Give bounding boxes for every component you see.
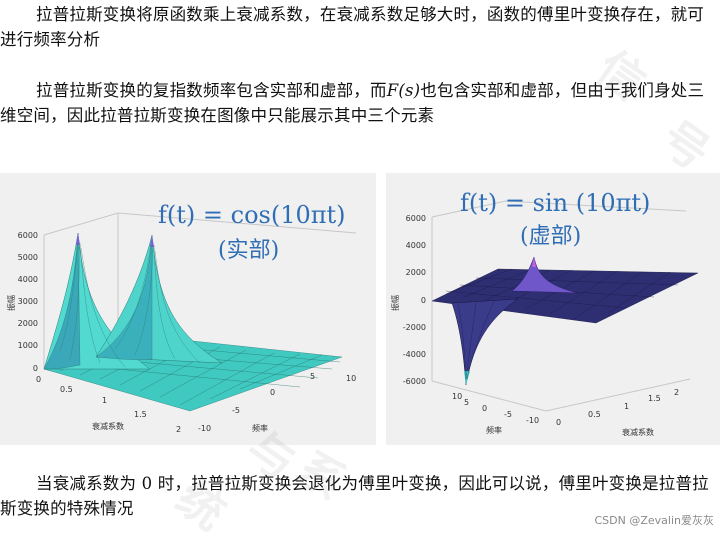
real-part-surface-plot: 6000 5000 4000 3000 2000 1000 0 振幅 0 0.5… <box>6 201 356 434</box>
y-tick: -5 <box>504 410 512 419</box>
z-tick: 1000 <box>18 341 38 350</box>
x-tick: 1 <box>102 396 107 405</box>
z-tick: 6000 <box>406 214 426 223</box>
formula-title: f(t) = cos(10πt) <box>158 201 346 229</box>
z-tick: 4000 <box>406 241 426 250</box>
x-tick: 2 <box>674 388 679 397</box>
y-axis-label: 频率 <box>252 423 268 433</box>
y-tick: 5 <box>310 372 315 381</box>
z-tick: 5000 <box>18 253 38 262</box>
fs-symbol: F(s) <box>386 81 421 100</box>
x-tick: 2 <box>176 425 181 434</box>
imaginary-part-surface-plot: 6000 4000 2000 0 -2000 -4000 -6000 振幅 10… <box>390 189 699 437</box>
z-tick: 2000 <box>18 319 38 328</box>
formula-title: f(t) = sin (10πt) <box>460 189 650 217</box>
paragraph-text: 拉普拉斯变换的复指数频率包含实部和虚部，而 <box>36 81 387 100</box>
conclusion-paragraph: 当衰减系数为 0 时，拉普拉斯变换会退化为傅里叶变换，因此可以说，傅里叶变换是拉… <box>0 474 709 518</box>
z-tick: -6000 <box>403 377 426 386</box>
y-tick: -5 <box>232 406 240 415</box>
imaginary-part-figure: 6000 4000 2000 0 -2000 -4000 -6000 振幅 10… <box>386 173 720 445</box>
x-tick: 0.5 <box>588 410 601 419</box>
y-tick: 0 <box>482 404 487 413</box>
z-tick: -4000 <box>403 350 426 359</box>
x-tick: 1.5 <box>648 394 661 403</box>
y-tick: 10 <box>346 374 356 383</box>
y-tick: -10 <box>526 416 539 425</box>
y-tick: -10 <box>198 424 211 433</box>
z-tick: 4000 <box>18 275 38 284</box>
z-tick: 0 <box>33 364 38 373</box>
x-tick: 1.5 <box>134 410 147 419</box>
x-tick: 1 <box>624 402 629 411</box>
z-axis-label: 振幅 <box>390 295 400 311</box>
formula-subtitle: (虚部) <box>520 224 581 249</box>
y-tick: 10 <box>452 392 462 401</box>
y-tick: 0 <box>270 388 275 397</box>
positive-peak <box>511 256 579 294</box>
x-tick: 0 <box>36 375 41 384</box>
x-axis-label: 衰减系数 <box>622 427 654 437</box>
z-tick: 6000 <box>18 231 38 240</box>
x-tick: 0 <box>556 418 561 427</box>
formula-subtitle: (实部) <box>218 238 279 263</box>
z-axis-label: 振幅 <box>6 295 16 311</box>
paragraph-text: 也包含实部和虚部，但由于我们身处三维空间，因此拉普拉斯变换在图像中只能展示其中三… <box>0 81 705 125</box>
z-tick: 0 <box>421 296 426 305</box>
y-axis-label: 频率 <box>486 425 502 435</box>
intro-paragraph: 拉普拉斯变换将原函数乘上衰减系数，在衰减系数足够大时，函数的傅里叶变换存在，就可… <box>0 5 704 49</box>
z-tick: 2000 <box>406 268 426 277</box>
z-tick: 3000 <box>18 297 38 306</box>
z-tick: -2000 <box>403 323 426 332</box>
complex-frequency-paragraph: 拉普拉斯变换的复指数频率包含实部和虚部，而F(s)也包含实部和虚部，但由于我们身… <box>0 78 720 128</box>
real-part-figure: 6000 5000 4000 3000 2000 1000 0 振幅 0 0.5… <box>0 173 376 445</box>
x-tick: 0.5 <box>60 385 73 394</box>
x-axis-label: 衰减系数 <box>92 421 124 431</box>
footer-credit: CSDN @Zevalin爱灰灰 <box>594 514 715 527</box>
negative-peak <box>451 298 519 386</box>
y-tick: 5 <box>464 398 469 407</box>
